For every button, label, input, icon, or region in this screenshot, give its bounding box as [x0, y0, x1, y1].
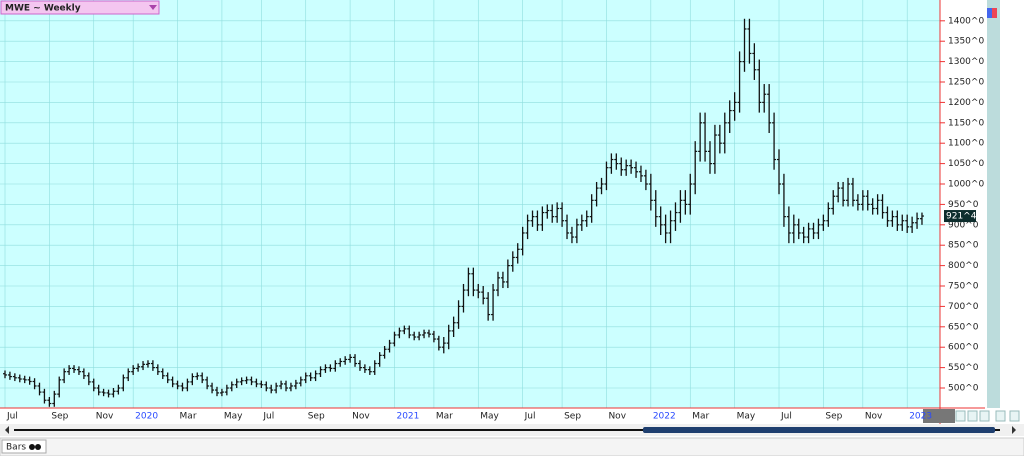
x-tick-label: Nov: [608, 412, 626, 422]
x-tick-label: 2023: [909, 412, 932, 422]
x-tick-label: 2021: [396, 412, 419, 422]
y-tick-label: 1050^0: [948, 159, 984, 169]
x-tick-label: May: [737, 412, 756, 422]
x-tick-label: Sep: [564, 412, 581, 422]
y-tick-label: 1250^0: [948, 78, 984, 88]
nav-button[interactable]: [979, 410, 990, 422]
x-tick-label: May: [480, 412, 499, 422]
y-tick-label: 550^0: [948, 363, 979, 373]
buy-icon[interactable]: [987, 8, 992, 18]
last-price-label: 921^4: [946, 212, 977, 222]
y-tick-label: 1150^0: [948, 118, 984, 128]
x-tick-label: May: [224, 412, 243, 422]
y-tick-label: 1400^0: [948, 16, 984, 26]
bottom-bar: [0, 437, 1024, 456]
nav-buttons: [955, 410, 1020, 422]
nav-button[interactable]: [995, 410, 1006, 422]
y-tick-label: 850^0: [948, 241, 979, 251]
last-price-box: [944, 210, 976, 223]
corner-box: [923, 409, 955, 423]
scroll-right[interactable]: [1012, 426, 1016, 434]
dropdown-arrow[interactable]: [149, 5, 157, 10]
y-tick-label: 1200^0: [948, 98, 984, 108]
side-strip: [987, 0, 1000, 408]
x-tick-label: 2020: [135, 412, 158, 422]
y-tick-label: 650^0: [948, 322, 979, 332]
y-tick-label: 750^0: [948, 282, 979, 292]
chart-title: MWE ~ Weekly: [5, 4, 81, 14]
y-tick-label: 800^0: [948, 261, 979, 271]
x-tick-label: Jul: [524, 412, 536, 422]
mode-tab[interactable]: [1, 439, 47, 454]
x-tick-label: Jul: [6, 412, 18, 422]
sell-icon[interactable]: [992, 8, 997, 18]
y-tick-label: 1100^0: [948, 139, 984, 149]
nav-button[interactable]: [967, 410, 978, 422]
y-tick-label: 600^0: [948, 343, 979, 353]
y-tick-label: 1000^0: [948, 180, 984, 190]
y-tick-label: 500^0: [948, 384, 979, 394]
nav-button[interactable]: [955, 410, 966, 422]
x-tick-label: Mar: [436, 412, 453, 422]
y-tick-label: 900^0: [948, 220, 979, 230]
y-tick-label: 700^0: [948, 302, 979, 312]
plot-area: [0, 0, 940, 408]
x-tick-label: Mar: [180, 412, 197, 422]
x-tick-label: Sep: [51, 412, 68, 422]
x-tick-label: Jul: [780, 412, 792, 422]
x-tick-label: Nov: [352, 412, 370, 422]
x-tick-label: 2022: [653, 412, 676, 422]
y-tick-label: 1350^0: [948, 37, 984, 47]
y-tick-label: 1300^0: [948, 57, 984, 67]
x-tick-label: Nov: [96, 412, 114, 422]
x-tick-label: Nov: [865, 412, 883, 422]
scroll-thumb[interactable]: [643, 427, 995, 433]
x-tick-label: Sep: [825, 412, 842, 422]
toggle-icon: [29, 444, 35, 450]
nav-button[interactable]: [1009, 410, 1020, 422]
symbol-box[interactable]: [0, 0, 160, 15]
x-tick-label: Jul: [262, 412, 274, 422]
scroll-left[interactable]: [5, 426, 9, 434]
bars: [3, 18, 924, 407]
mode-label: Bars: [6, 443, 26, 453]
toggle-icon: [35, 444, 41, 450]
y-tick-label: 950^0: [948, 200, 979, 210]
x-tick-label: Sep: [308, 412, 325, 422]
x-tick-label: Mar: [692, 412, 709, 422]
